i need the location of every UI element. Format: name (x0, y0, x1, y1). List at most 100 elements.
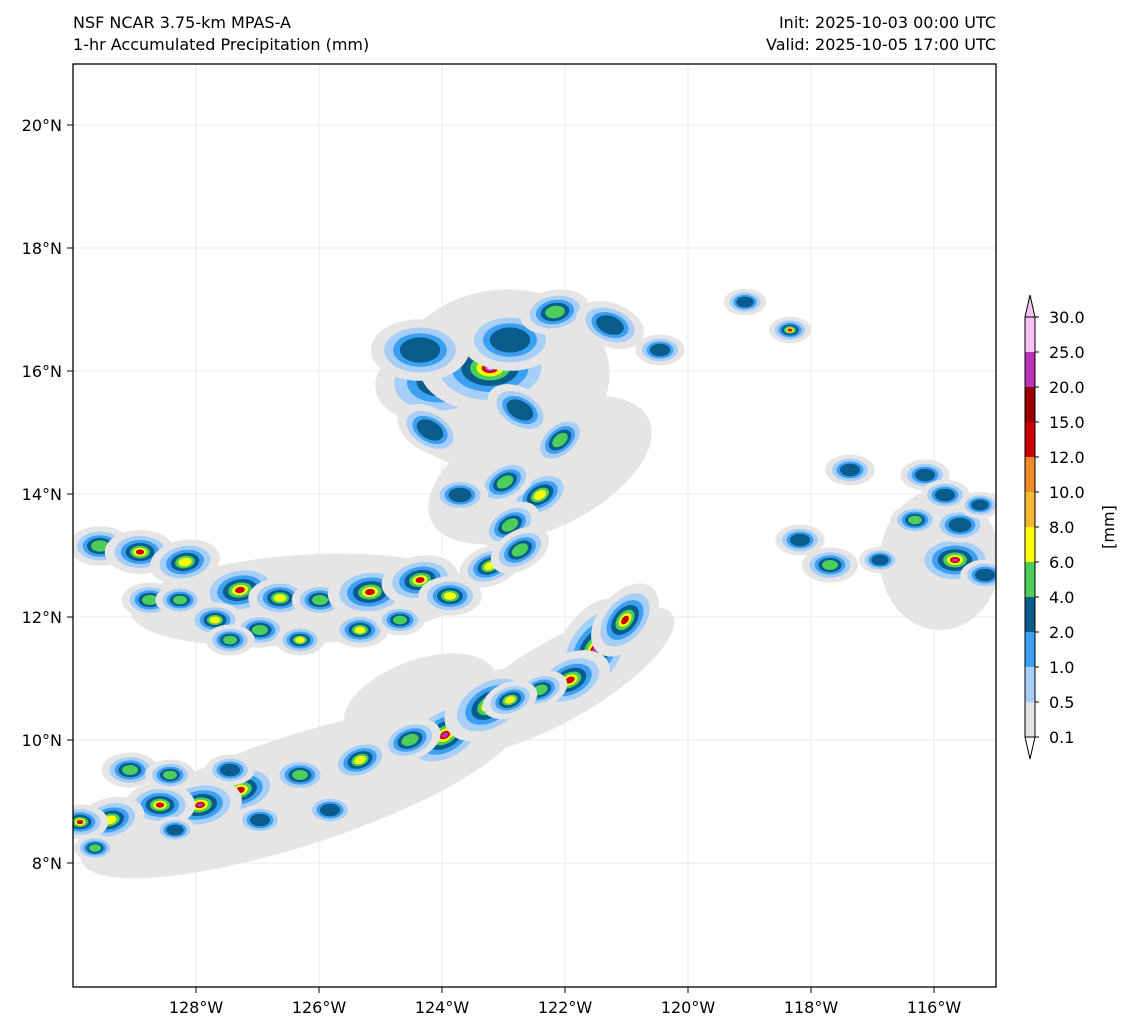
colorbar-tick-label: 20.0 (1049, 378, 1085, 397)
colorbar-segment (1025, 667, 1035, 702)
colorbar-tick-label: 30.0 (1049, 308, 1085, 327)
colorbar-segment (1025, 457, 1035, 492)
precip-cell (787, 328, 793, 332)
precip-cell (974, 568, 996, 582)
precip-cell (914, 468, 936, 482)
colorbar-segment (1025, 422, 1035, 457)
lon-tick-label: 116°W (907, 998, 962, 1017)
latitude-axis: 20°N 18°N 16°N 14°N 12°N 10°N 8°N (22, 116, 73, 873)
precip-cell (951, 558, 959, 562)
precip-cell (533, 490, 547, 500)
colorbar-tick-label: 2.0 (1049, 623, 1074, 642)
precip-cell (249, 813, 271, 827)
colorbar-tick-label: 8.0 (1049, 518, 1074, 537)
lon-tick-label: 118°W (784, 998, 839, 1017)
colorbar-tick-label: 0.5 (1049, 693, 1074, 712)
precip-cell (511, 543, 529, 557)
precip-cell (365, 588, 375, 596)
init-time: Init: 2025-10-03 00:00 UTC (778, 13, 996, 32)
colorbar-segment (1025, 527, 1035, 562)
precip-cell (166, 824, 184, 836)
precip-cell (871, 554, 889, 566)
colorbar-extend-min (1024, 736, 1036, 760)
model-title: NSF NCAR 3.75-km MPAS-A (73, 13, 291, 32)
precip-cell (122, 765, 138, 775)
colorbar-segment (1025, 352, 1035, 387)
precip-cell (178, 557, 192, 567)
colorbar-tick-label: 10.0 (1049, 483, 1085, 502)
colorbar-tick-label: 15.0 (1049, 413, 1085, 432)
precip-cell (736, 296, 754, 308)
lat-tick-label: 8°N (32, 854, 62, 873)
precip-cell (295, 637, 305, 643)
colorbar-tick-label: 12.0 (1049, 448, 1085, 467)
precip-cell (415, 577, 425, 583)
precip-cell (393, 615, 407, 625)
lat-tick-label: 10°N (22, 731, 62, 750)
precip-cell (620, 615, 630, 625)
precip-cell (908, 515, 922, 525)
graticule (73, 64, 996, 987)
colorbar-segment (1025, 702, 1035, 737)
colorbar-segment (1025, 492, 1035, 527)
lat-tick-label: 14°N (22, 485, 62, 504)
colorbar-tick-label: 0.1 (1049, 728, 1074, 747)
longitude-axis: 128°W 126°W 124°W 122°W 120°W 118°W 116°W (169, 987, 962, 1017)
colorbar: 30.0 25.0 20.0 15.0 12.0 10.0 8.0 6.0 4.0 2.0 1.0 0… (1024, 294, 1085, 760)
precip-cell (163, 770, 177, 780)
lat-tick-label: 18°N (22, 239, 62, 258)
lon-tick-label: 128°W (169, 998, 224, 1017)
precip-cell (223, 635, 237, 645)
colorbar-tick-label: 6.0 (1049, 553, 1074, 572)
lat-tick-label: 16°N (22, 362, 62, 381)
precip-cell (443, 592, 457, 600)
precip-cell (91, 540, 109, 552)
precip-cell (235, 586, 245, 594)
precip-cell (354, 755, 366, 765)
precip-cell (504, 696, 516, 704)
colorbar-tick-label: 25.0 (1049, 343, 1085, 362)
valid-time: Valid: 2025-10-05 17:00 UTC (765, 35, 996, 54)
precip-cell (292, 770, 308, 780)
precip-cell (399, 337, 441, 363)
precip-cell (545, 305, 565, 319)
precip-cell (448, 487, 472, 503)
precip-cell (839, 463, 861, 477)
map-frame (72, 63, 997, 988)
colorbar-unit-label: [mm] (1099, 505, 1118, 549)
lon-tick-label: 126°W (292, 998, 347, 1017)
light-rain-shield (428, 395, 652, 545)
precip-cell (971, 499, 989, 511)
precip-cell (209, 616, 221, 624)
precip-cell (822, 560, 838, 570)
precip-cell (135, 549, 145, 555)
precip-cell (948, 517, 972, 533)
colorbar-segment (1025, 317, 1035, 352)
precip-cell (155, 802, 165, 808)
lon-tick-label: 120°W (661, 998, 716, 1017)
precipitation-field (73, 288, 996, 879)
precip-cell (441, 732, 449, 738)
precip-cell (565, 676, 575, 684)
lon-tick-label: 122°W (538, 998, 593, 1017)
colorbar-segment (1025, 562, 1035, 597)
precip-cell (273, 594, 287, 602)
precip-cell (196, 803, 204, 807)
lat-tick-label: 20°N (22, 116, 62, 135)
precip-cell (552, 432, 568, 448)
precip-cell (173, 595, 187, 605)
precip-cell (312, 595, 328, 605)
precip-cell (319, 803, 341, 817)
precip-cell (252, 625, 268, 635)
colorbar-segment (1025, 597, 1035, 632)
precip-cell (789, 533, 811, 547)
precip-cell (76, 819, 84, 825)
colorbar-tick-label: 1.0 (1049, 658, 1074, 677)
precip-cell (401, 733, 419, 747)
precip-cell (489, 327, 531, 353)
precip-cell (506, 399, 534, 421)
precip-cell (142, 595, 158, 605)
lon-tick-label: 124°W (415, 998, 470, 1017)
precip-cell (496, 475, 514, 489)
